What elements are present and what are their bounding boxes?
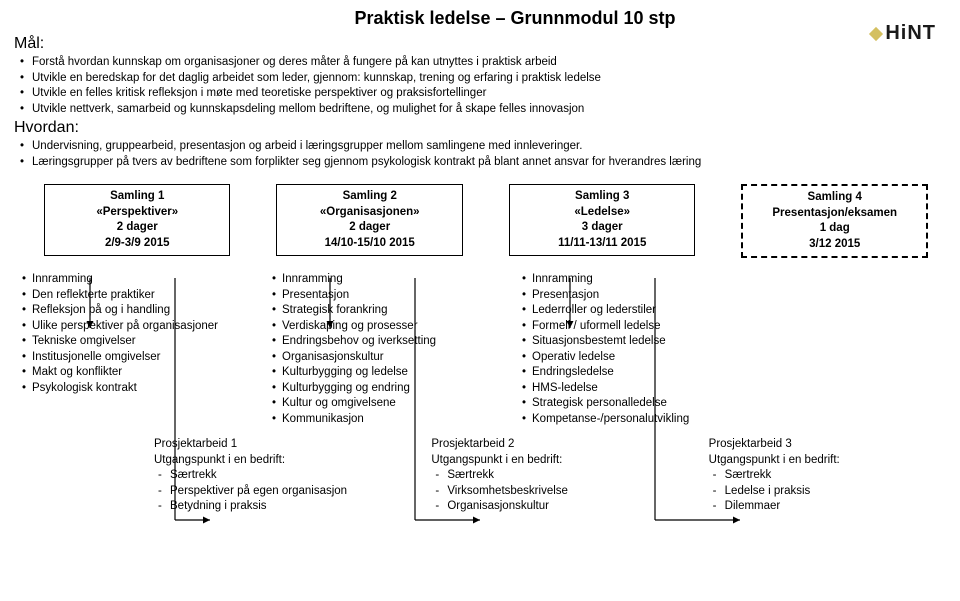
how-item: Undervisning, gruppearbeid, presentasjon… xyxy=(32,139,946,155)
topic-item: Kultur og omgivelsene xyxy=(282,396,500,412)
box-title: Samling 1 xyxy=(53,189,221,205)
box-title: Samling 2 xyxy=(285,189,453,205)
goal-item: Utvikle en felles kritisk refleksjon i m… xyxy=(32,86,946,102)
project-item: Organisasjonskultur xyxy=(447,499,668,515)
topics-col-1: Innramming Den reflekterte praktiker Ref… xyxy=(20,272,250,427)
topic-item: Refleksjon på og i handling xyxy=(32,303,250,319)
topic-item: Presentasjon xyxy=(532,288,750,304)
box-sub: «Perspektiver» xyxy=(53,205,221,221)
box-title: Samling 4 xyxy=(751,190,918,206)
box-days: 2 dager xyxy=(53,220,221,236)
topics-row: Innramming Den reflekterte praktiker Ref… xyxy=(14,272,946,427)
topic-item: Strategisk personalledelse xyxy=(532,396,750,412)
topic-item: Lederroller og lederstiler xyxy=(532,303,750,319)
topic-item: Innramming xyxy=(32,272,250,288)
goal-item: Forstå hvordan kunnskap om organisasjone… xyxy=(32,55,946,71)
samling-row: Samling 1 «Perspektiver» 2 dager 2/9-3/9… xyxy=(14,184,946,258)
topic-item: Kulturbygging og ledelse xyxy=(282,365,500,381)
project-sub: Utgangspunkt i en bedrift: xyxy=(431,453,668,469)
project-title: Prosjektarbeid 3 xyxy=(709,437,946,453)
how-list: Undervisning, gruppearbeid, presentasjon… xyxy=(14,139,946,170)
topic-item: Situasjonsbestemt ledelse xyxy=(532,334,750,350)
topic-item: Ulike perspektiver på organisasjoner xyxy=(32,319,250,335)
samling-3-box: Samling 3 «Ledelse» 3 dager 11/11-13/11 … xyxy=(509,184,695,256)
box-date: 11/11-13/11 2015 xyxy=(518,236,686,252)
topic-item: Presentasjon xyxy=(282,288,500,304)
topic-item: Endringsbehov og iverksetting xyxy=(282,334,500,350)
topic-item: Psykologisk kontrakt xyxy=(32,381,250,397)
box-date: 2/9-3/9 2015 xyxy=(53,236,221,252)
samling-4-box: Samling 4 Presentasjon/eksamen 1 dag 3/1… xyxy=(741,184,928,258)
projects-row: Prosjektarbeid 1 Utgangspunkt i en bedri… xyxy=(14,437,946,515)
project-3: Prosjektarbeid 3 Utgangspunkt i en bedri… xyxy=(709,437,946,515)
project-1: Prosjektarbeid 1 Utgangspunkt i en bedri… xyxy=(154,437,391,515)
topic-item: Innramming xyxy=(282,272,500,288)
box-title: Samling 3 xyxy=(518,189,686,205)
project-sub: Utgangspunkt i en bedrift: xyxy=(709,453,946,469)
project-item: Særtrekk xyxy=(447,468,668,484)
box-days: 3 dager xyxy=(518,220,686,236)
goal-list: Forstå hvordan kunnskap om organisasjone… xyxy=(14,55,946,117)
topic-item: Formell / uformell ledelse xyxy=(532,319,750,335)
project-item: Virksomhetsbeskrivelse xyxy=(447,484,668,500)
goal-item: Utvikle nettverk, samarbeid og kunnskaps… xyxy=(32,102,946,118)
topic-item: Institusjonelle omgivelser xyxy=(32,350,250,366)
samling-2-box: Samling 2 «Organisasjonen» 2 dager 14/10… xyxy=(276,184,462,256)
topic-item: Kompetanse-/personalutvikling xyxy=(532,412,750,428)
topic-item: Makt og konflikter xyxy=(32,365,250,381)
topic-item: Innramming xyxy=(532,272,750,288)
box-days: 2 dager xyxy=(285,220,453,236)
box-days: 1 dag xyxy=(751,221,918,237)
page-title: Praktisk ledelse – Grunnmodul 10 stp xyxy=(84,8,946,29)
topic-item: Kulturbygging og endring xyxy=(282,381,500,397)
project-item: Perspektiver på egen organisasjon xyxy=(170,484,391,500)
box-sub: «Ledelse» xyxy=(518,205,686,221)
project-item: Betydning i praksis xyxy=(170,499,391,515)
box-sub: «Organisasjonen» xyxy=(285,205,453,221)
project-item: Særtrekk xyxy=(170,468,391,484)
project-2: Prosjektarbeid 2 Utgangspunkt i en bedri… xyxy=(431,437,668,515)
topics-col-2: Innramming Presentasjon Strategisk foran… xyxy=(270,272,500,427)
topic-item: Kommunikasjon xyxy=(282,412,500,428)
logo-icon xyxy=(869,26,883,40)
topic-item: Tekniske omgivelser xyxy=(32,334,250,350)
goal-item: Utvikle en beredskap for det daglig arbe… xyxy=(32,71,946,87)
project-item: Særtrekk xyxy=(725,468,946,484)
project-title: Prosjektarbeid 1 xyxy=(154,437,391,453)
topic-item: HMS-ledelse xyxy=(532,381,750,397)
box-sub: Presentasjon/eksamen xyxy=(751,206,918,222)
goal-heading: Mål: xyxy=(14,35,946,53)
topic-item: Den reflekterte praktiker xyxy=(32,288,250,304)
logo-text: HiNT xyxy=(885,22,936,45)
topic-item: Verdiskaping og prosesser xyxy=(282,319,500,335)
how-item: Læringsgrupper på tvers av bedriftene so… xyxy=(32,155,946,171)
topics-col-3: Innramming Presentasjon Lederroller og l… xyxy=(520,272,750,427)
project-item: Dilemmaer xyxy=(725,499,946,515)
samling-1-box: Samling 1 «Perspektiver» 2 dager 2/9-3/9… xyxy=(44,184,230,256)
box-date: 3/12 2015 xyxy=(751,237,918,253)
hint-logo: HiNT xyxy=(871,22,936,45)
project-item: Ledelse i praksis xyxy=(725,484,946,500)
how-heading: Hvordan: xyxy=(14,119,946,137)
project-sub: Utgangspunkt i en bedrift: xyxy=(154,453,391,469)
topic-item: Operativ ledelse xyxy=(532,350,750,366)
project-title: Prosjektarbeid 2 xyxy=(431,437,668,453)
topic-item: Endringsledelse xyxy=(532,365,750,381)
topic-item: Organisasjonskultur xyxy=(282,350,500,366)
topic-item: Strategisk forankring xyxy=(282,303,500,319)
box-date: 14/10-15/10 2015 xyxy=(285,236,453,252)
